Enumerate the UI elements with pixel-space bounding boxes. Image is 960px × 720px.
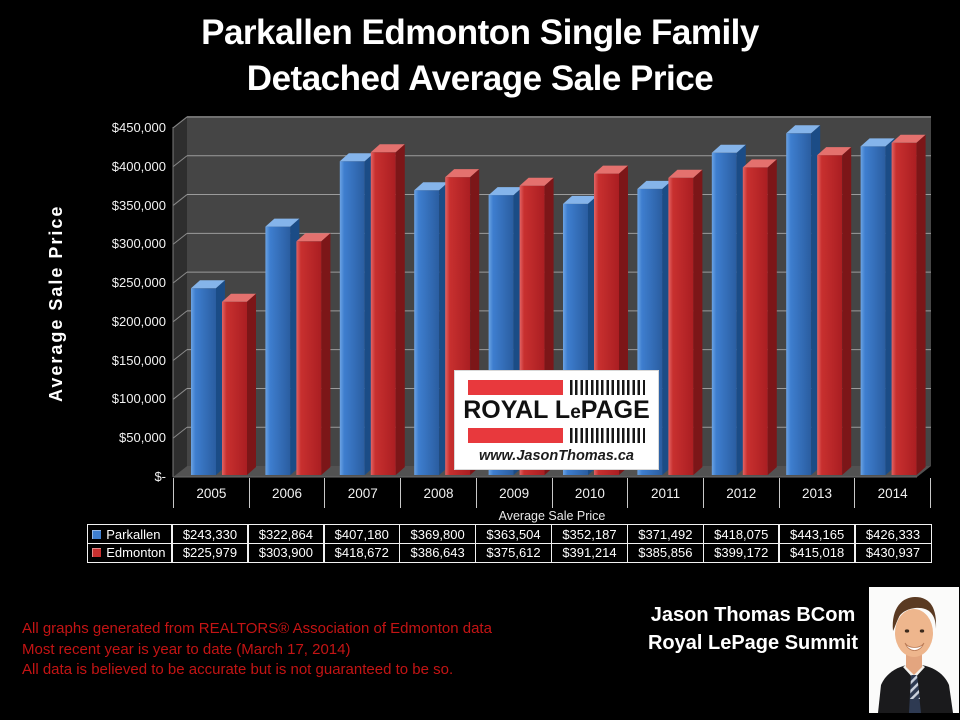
price-value-cell: $322,864 (247, 524, 325, 545)
price-value-cell: $371,492 (626, 524, 705, 545)
logo-stripes-icon (570, 428, 645, 443)
year-label: 2010 (551, 478, 628, 508)
y-tick-label: $- (154, 469, 166, 484)
year-label: 2006 (248, 478, 325, 508)
year-label: 2013 (778, 478, 855, 508)
price-value-cell: $418,075 (702, 524, 780, 545)
year-label: 2011 (627, 478, 703, 508)
price-value-cell: $418,672 (323, 542, 401, 563)
agent-name-block: Jason Thomas BCom Royal LePage Summit (636, 601, 870, 657)
price-value-cell: $303,900 (247, 542, 325, 563)
price-value-cell: $443,165 (778, 524, 856, 545)
price-data-table: Parkallen $243,330 $322,864 $407,180 $369,80… (87, 524, 932, 563)
website-link[interactable]: www.JasonThomas.ca (479, 448, 634, 464)
legend-marker-icon (92, 529, 102, 539)
bar-parkallen-2012 (711, 144, 746, 475)
logo-brand-prefix: ROYAL L (463, 396, 571, 424)
logo-red-bar-icon (468, 428, 563, 443)
y-tick-label: $50,000 (119, 430, 166, 446)
agent-photo (869, 587, 959, 713)
bar-edmonton-2011 (668, 169, 703, 475)
chart-title-line1: Parkallen Edmonton Single Family (201, 13, 759, 52)
chart-title: Parkallen Edmonton Single Family Detache… (0, 10, 960, 102)
bar-edmonton-2014 (891, 134, 926, 475)
price-value-cell: $430,937 (854, 542, 932, 563)
bar-parkallen-2007 (339, 153, 374, 475)
price-value-cell: $386,643 (398, 542, 477, 563)
disclaimer-line: Most recent year is year to date (March … (22, 640, 351, 658)
y-tick-label: $450,000 (111, 120, 166, 135)
price-value-cell: $243,330 (171, 524, 249, 545)
y-tick-label: $100,000 (111, 391, 166, 407)
year-label: 2008 (400, 478, 476, 508)
price-value-cell: $225,979 (171, 542, 249, 563)
chart-title-line2: Detached Average Sale Price (246, 59, 714, 98)
price-value-cell: $399,172 (702, 542, 780, 563)
y-tick-label: $200,000 (111, 313, 166, 329)
bar-parkallen-2013 (786, 125, 821, 476)
price-value-cell: $426,333 (854, 524, 932, 545)
y-tick-label: $350,000 (111, 197, 166, 213)
bar-edmonton-2013 (817, 147, 852, 475)
royal-lepage-logo: ROYAL LePAGE www.JasonThomas.ca (455, 371, 658, 469)
bar-edmonton-2006 (296, 233, 331, 475)
logo-stripes-icon (570, 380, 645, 395)
legend-label: Parkallen (106, 526, 161, 542)
bar-edmonton-2007 (370, 144, 405, 475)
agent-brokerage: Royal LePage Summit (647, 632, 859, 654)
price-value-cell: $391,214 (550, 542, 629, 563)
logo-bottom-row (468, 428, 645, 443)
legend-marker-icon (92, 548, 102, 558)
year-label: 2014 (854, 478, 932, 508)
x-axis-title: Average Sale Price (498, 509, 606, 523)
disclaimer-line: All data is believed to be accurate but … (22, 661, 454, 678)
logo-brand-text: ROYAL LePAGE (455, 397, 658, 426)
y-axis-title: Average Sale Price (46, 204, 66, 402)
price-value-cell: $415,018 (778, 542, 856, 563)
price-value-cell: $385,856 (626, 542, 705, 563)
year-label: 2009 (475, 478, 552, 508)
price-value-cell: $369,800 (398, 524, 477, 545)
price-value-cell: $375,612 (474, 542, 553, 563)
bars (191, 125, 926, 476)
agent-name: Jason Thomas BCom (650, 604, 856, 626)
year-label: 2005 (173, 478, 249, 508)
bar-parkallen-2005 (191, 280, 225, 475)
bar-edmonton-2005 (222, 293, 256, 475)
y-tick-label: $300,000 (111, 236, 166, 252)
disclaimer-line: All graphs generated from REALTORS® Asso… (22, 620, 492, 637)
bar-edmonton-2012 (742, 159, 777, 476)
legend-cell-parkallen: Parkallen (87, 524, 173, 545)
logo-red-bar-icon (468, 380, 563, 395)
year-label: 2012 (702, 478, 779, 508)
year-label: 2007 (324, 478, 400, 508)
bar-parkallen-2014 (860, 138, 895, 475)
x-axis-year-labels: 2005 2006 2007 2008 2009 2010 2011 2012 2013 2014 (173, 478, 932, 508)
price-value-cell: $363,504 (474, 524, 553, 545)
bar-parkallen-2008 (414, 182, 449, 475)
logo-brand-small-e: e (570, 402, 581, 423)
y-tick-label: $250,000 (111, 275, 166, 291)
y-tick-label: $400,000 (111, 158, 166, 174)
bar-parkallen-2006 (265, 218, 300, 476)
logo-top-row (468, 380, 645, 395)
legend-label: Edmonton (106, 545, 166, 561)
logo-brand-suffix: PAGE (580, 396, 650, 424)
price-value-cell: $352,187 (550, 524, 629, 545)
y-tick-label: $150,000 (111, 352, 166, 368)
price-value-cell: $407,180 (323, 524, 401, 545)
disclaimer-text: All graphs generated from REALTORS® Asso… (22, 619, 492, 681)
legend-cell-edmonton: Edmonton (87, 542, 173, 563)
